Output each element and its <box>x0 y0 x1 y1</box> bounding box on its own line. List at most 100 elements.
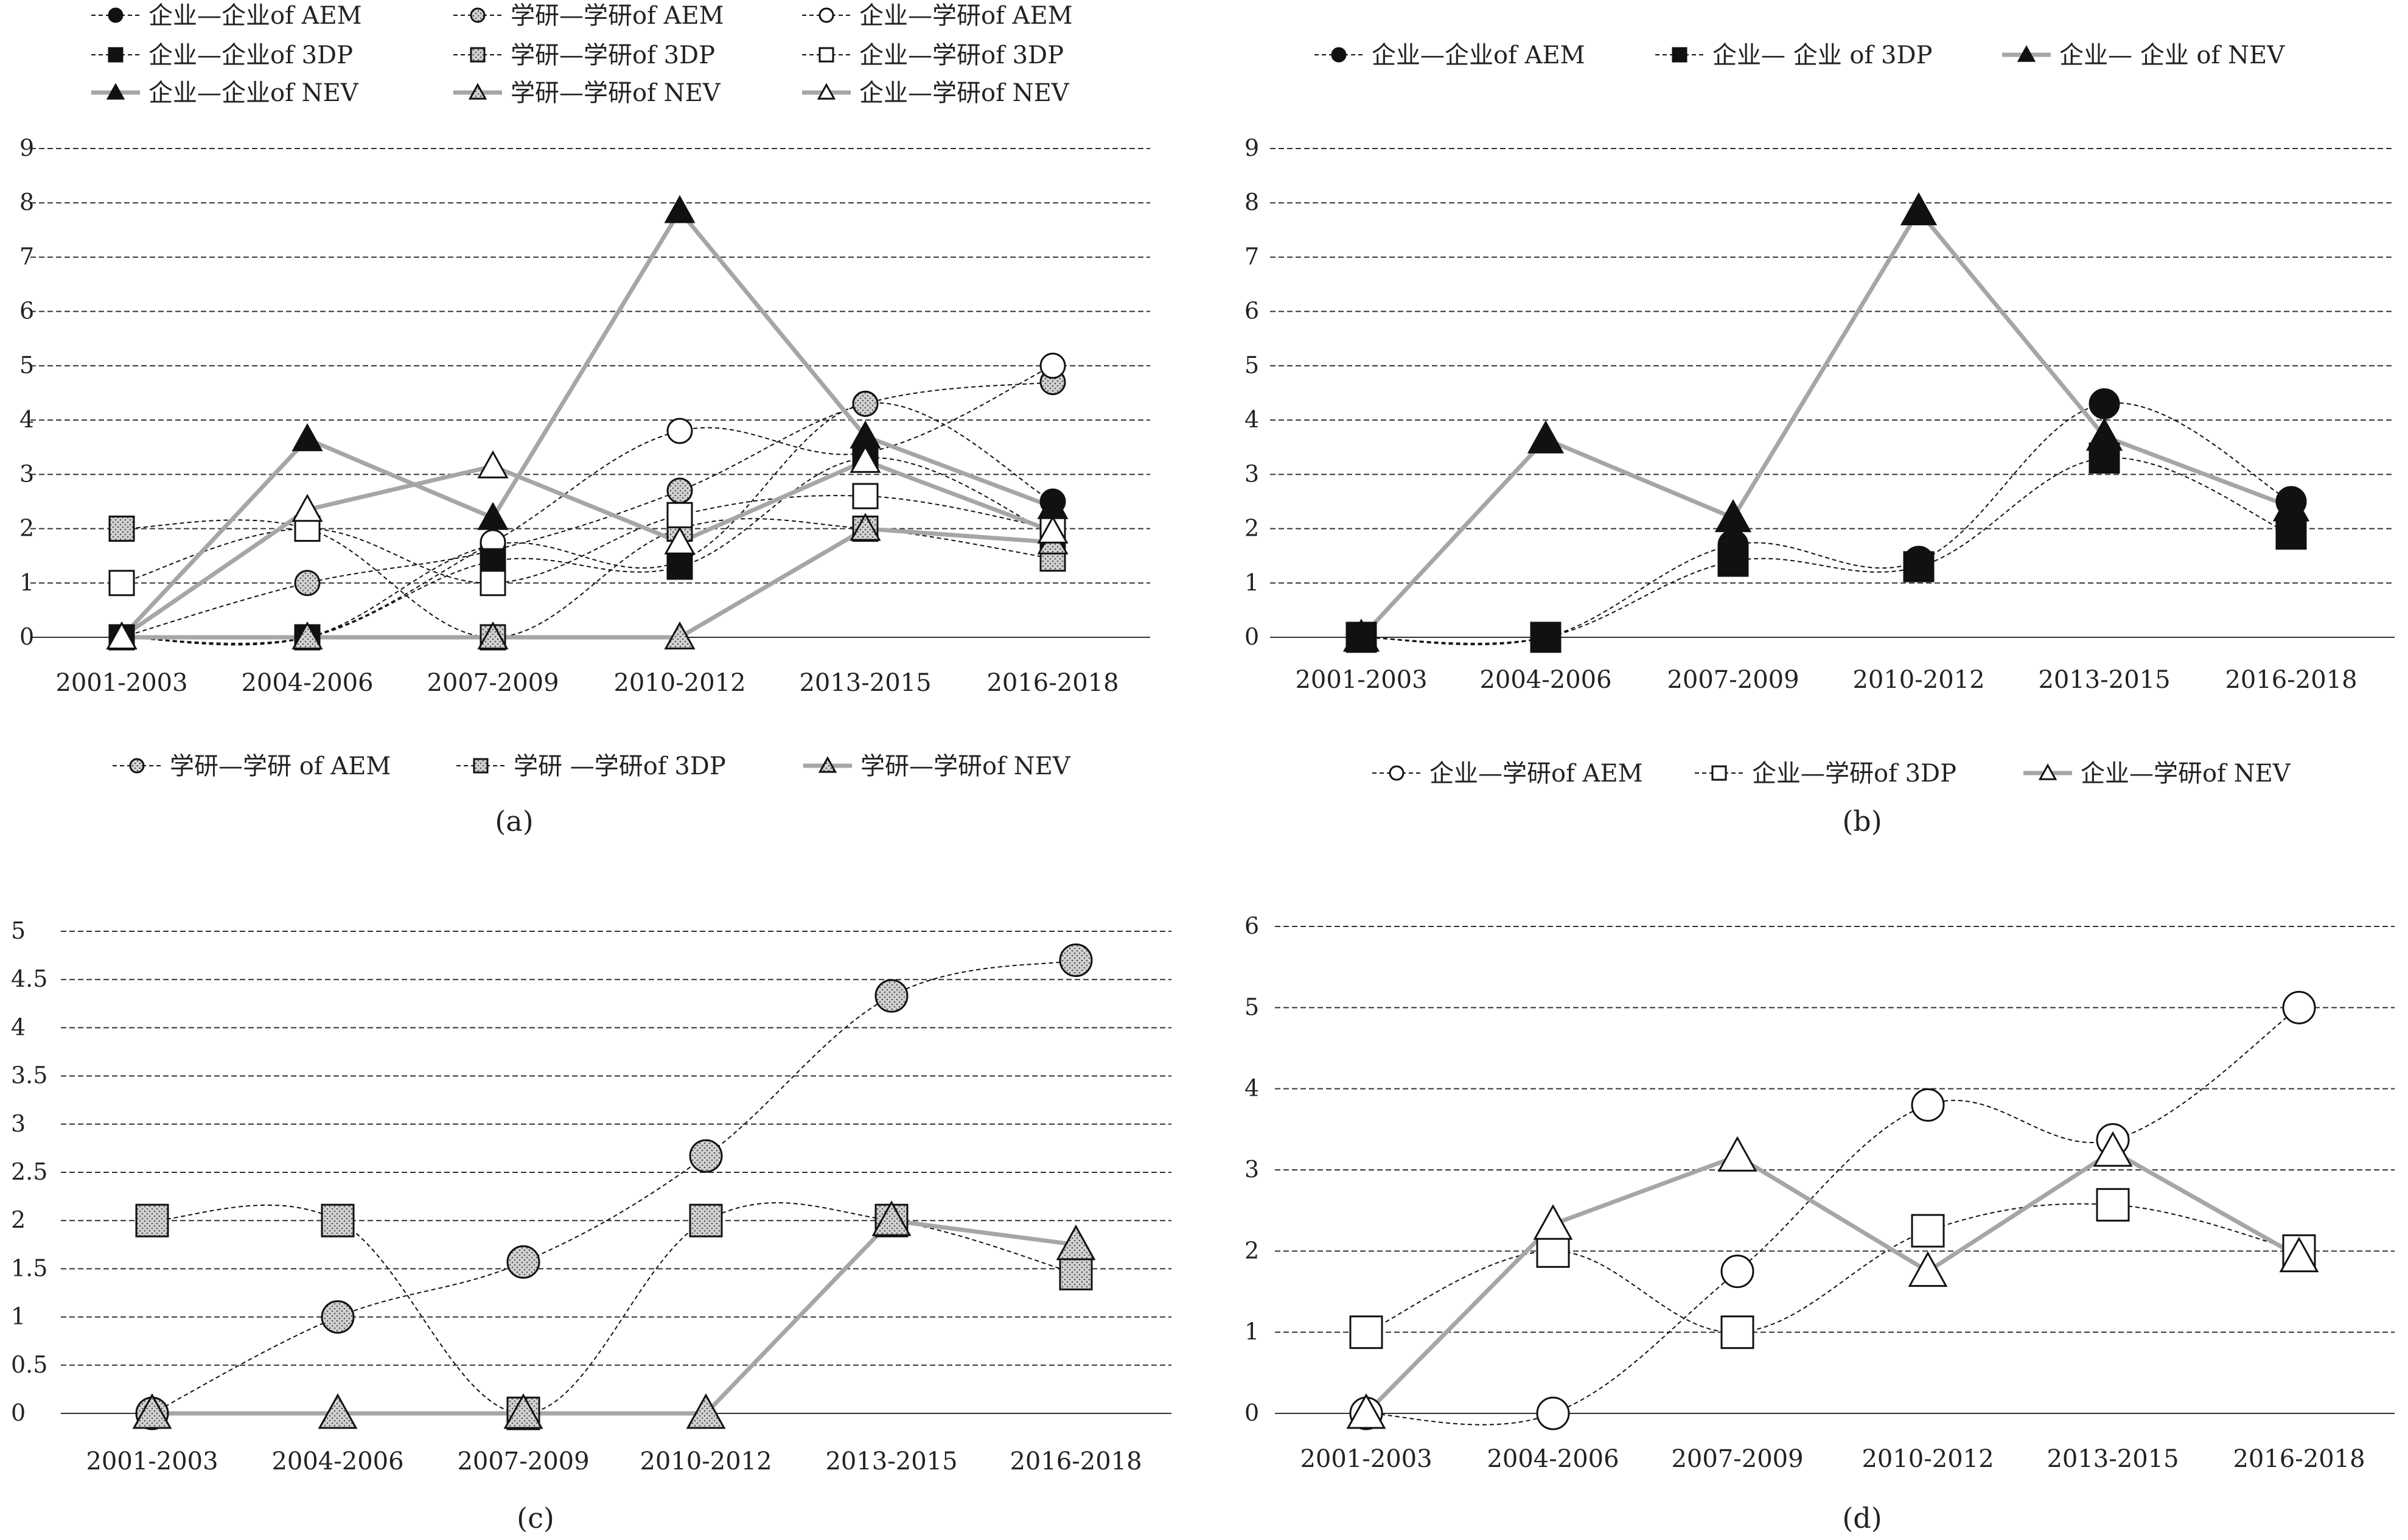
legend-item-a-4: 学研—学研of 3DP <box>453 41 715 69</box>
legend-label-a-8: 企业—学研of NEV <box>859 79 1070 107</box>
point-b-2-5 <box>2272 488 2310 522</box>
point-b-0-4 <box>2089 388 2120 419</box>
point-a-8-5 <box>1037 515 1069 544</box>
legend-marker-l2d-0 <box>1389 765 1405 781</box>
legend-marker-b-2 <box>2017 45 2036 62</box>
point-c-1-3 <box>689 1203 723 1237</box>
point-a-1-4 <box>852 390 879 417</box>
y-tick-label-a-4: 4 <box>19 406 34 433</box>
x-tick-label-b-4: 2013-2015 <box>2038 666 2170 694</box>
y-tick-label-b-6: 6 <box>1244 298 1259 324</box>
point-a-1-3 <box>666 477 693 504</box>
gridlines-d <box>1275 926 2395 1414</box>
point-c-1-0 <box>135 1203 169 1237</box>
x-tick-label-b-3: 2010-2012 <box>1852 666 1984 694</box>
point-c-2-4 <box>871 1200 912 1236</box>
series-line-c-2 <box>152 1218 1077 1416</box>
caption-d: (d) <box>1842 1502 1882 1535</box>
y-tick-label-c-6: 3 <box>11 1110 26 1137</box>
point-a-5-4 <box>852 483 879 509</box>
x-tick-label-c-4: 2013-2015 <box>825 1447 957 1475</box>
point-b-1-2 <box>1717 545 1749 577</box>
legend-marker-b-1 <box>1672 47 1687 63</box>
y-tick-label-b-7: 7 <box>1244 243 1259 270</box>
legend-marker-a-5 <box>818 47 834 63</box>
legend-label-b-0: 企业—企业of AEM <box>1372 41 1585 69</box>
x-tick-label-c-5: 2016-2018 <box>1010 1447 1142 1475</box>
series-d-of-3dp-group <box>1366 1203 2300 1333</box>
y-tick-label-a-1: 1 <box>19 569 34 596</box>
point-d-0-2 <box>1720 1255 1754 1289</box>
chart-c: 0 0.5 1 1.5 2 2.5 3 3.5 4 4.5 5 2001-2003 2004-2006 2… <box>11 917 1171 1535</box>
series-a-of-3dp-group <box>121 457 1053 644</box>
x-tick-label-d-3: 2010-2012 <box>1862 1445 1994 1473</box>
point-a-7-4 <box>850 513 881 541</box>
legend-marker-l2d-2 <box>2038 763 2057 780</box>
legend-label-a-5: 企业—学研of 3DP <box>859 41 1064 69</box>
legend-marker-a-1 <box>470 7 486 23</box>
point-c-0-4 <box>874 979 909 1013</box>
legend-marker-l2d-1 <box>1711 765 1727 781</box>
legend-marker-l2c-1 <box>473 758 489 774</box>
y-tick-label-a-6: 6 <box>19 298 34 324</box>
legend-item-a-8: 企业—学研of NEV <box>802 79 1070 107</box>
y-tick-label-a-8: 8 <box>19 189 34 215</box>
series-line-a-6 <box>120 209 1054 639</box>
x-tick-label-d-0: 2001-2003 <box>1300 1445 1432 1473</box>
legend-marker-a-7 <box>468 83 487 100</box>
series-a-of-aem-group <box>121 402 1053 646</box>
series-line-b-2 <box>1359 209 2292 639</box>
point-a-5-3 <box>666 502 693 528</box>
series-line-c-0 <box>152 959 1077 1414</box>
x-tick-label-a-0: 2001-2003 <box>55 669 187 697</box>
legend-marker-a-6 <box>106 83 125 100</box>
point-a-8-1 <box>291 494 323 522</box>
y-tick-label-b-1: 1 <box>1244 569 1259 596</box>
point-d-2-2 <box>1717 1136 1757 1172</box>
point-d-1-1 <box>1536 1234 1570 1268</box>
point-a-8-4 <box>850 444 881 473</box>
series-d-of-nev-group <box>1364 1149 2300 1415</box>
legend-item-a-1: 学研—学研of AEM <box>453 2 724 30</box>
point-a-3-2 <box>480 548 506 575</box>
series-a-of-nev-group <box>120 209 1054 639</box>
point-c-1-5 <box>1059 1256 1093 1290</box>
point-a-7-1 <box>291 621 323 649</box>
point-d-0-1 <box>1536 1396 1570 1430</box>
y-tick-label-b-9: 9 <box>1244 135 1259 161</box>
point-c-1-1 <box>321 1203 355 1237</box>
legend-item-a-0: 企业—企业of AEM <box>91 2 362 30</box>
legend-item-a-3: 企业—企业of 3DP <box>91 41 353 69</box>
legend2-item-d-1: 企业—学研of 3DP <box>1695 760 1956 788</box>
x-tick-label-d-4: 2013-2015 <box>2047 1445 2179 1473</box>
x-tick-label-a-3: 2010-2012 <box>613 669 745 697</box>
legend2-item-c-2: 学研—学研of NEV <box>803 752 1071 780</box>
x-tick-label-c-1: 2004-2006 <box>271 1447 403 1475</box>
series-line-a-8 <box>120 458 1054 639</box>
y-tick-label-b-3: 3 <box>1244 460 1259 487</box>
series-line-a-2 <box>121 365 1053 646</box>
series-line-a-1 <box>121 381 1053 638</box>
point-a-7-3 <box>664 621 696 649</box>
legend-item-a-5: 企业—学研of 3DP <box>802 41 1064 69</box>
legend-label-a-6: 企业—企业of NEV <box>148 79 359 107</box>
point-a-6-1 <box>291 423 323 452</box>
y-tick-label-a-5: 5 <box>19 352 34 379</box>
legend2-item-d-2: 企业—学研of NEV <box>2023 760 2291 788</box>
series-line-b-1 <box>1361 457 2292 644</box>
legend-item-a-6: 企业—企业of NEV <box>91 79 359 107</box>
point-d-2-3 <box>1908 1251 1948 1287</box>
y-tick-label-a-7: 7 <box>19 243 34 270</box>
point-b-2-0 <box>1342 618 1380 652</box>
point-a-6-2 <box>477 502 509 530</box>
series-b-of-nev-group <box>1359 209 2292 639</box>
point-a-4-0 <box>108 516 135 542</box>
point-a-7-2 <box>477 621 509 649</box>
y-tick-label-d-2: 2 <box>1244 1237 1259 1264</box>
point-a-5-0 <box>108 570 135 597</box>
y-tick-label-d-4: 4 <box>1244 1075 1259 1102</box>
legend2-item-c-0: 学研—学研 of AEM <box>113 752 391 780</box>
chart-b: 0 1 2 3 4 5 6 7 8 9 2001-2003 2004-2006 2007-2009 201… <box>1244 41 2395 838</box>
series-a-of-aem-group <box>121 381 1053 638</box>
legend-label-b-1: 企业— 企业 of 3DP <box>1712 41 1932 69</box>
